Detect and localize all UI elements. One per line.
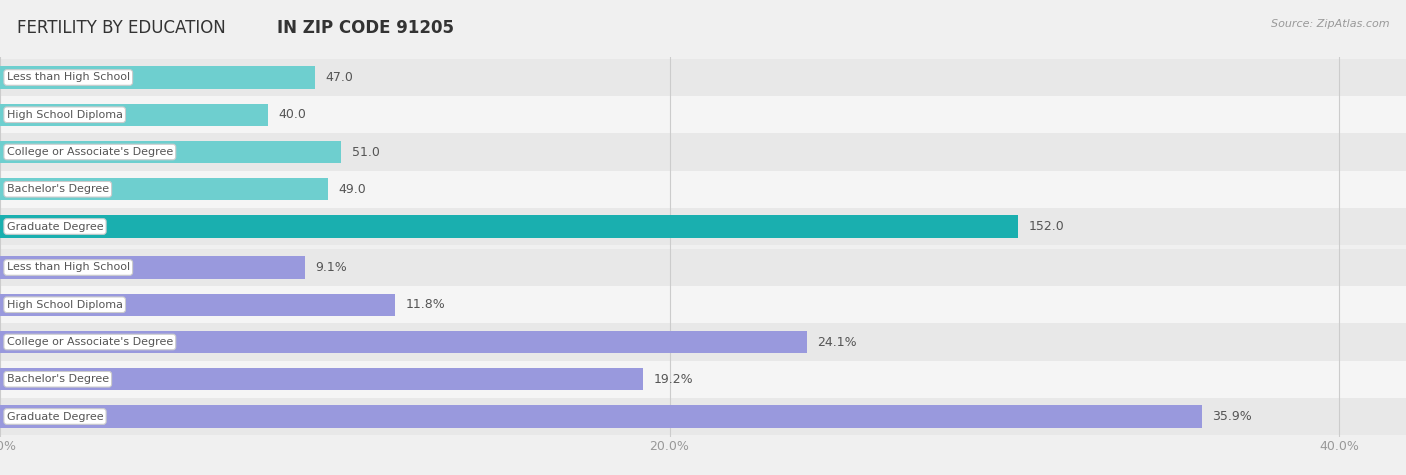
Bar: [0, 96, 1406, 133]
Text: 47.0: 47.0: [325, 71, 353, 84]
Bar: [0, 141, 342, 163]
Text: Bachelor's Degree: Bachelor's Degree: [7, 374, 108, 384]
Text: Less than High School: Less than High School: [7, 73, 129, 83]
Text: FERTILITY BY EDUCATION: FERTILITY BY EDUCATION: [17, 19, 231, 37]
Bar: [0, 178, 328, 200]
Bar: [0, 215, 1018, 238]
Text: Bachelor's Degree: Bachelor's Degree: [7, 184, 108, 194]
Bar: [0, 133, 1406, 171]
Bar: [0, 294, 395, 316]
Text: IN ZIP CODE 91205: IN ZIP CODE 91205: [277, 19, 454, 37]
Text: Graduate Degree: Graduate Degree: [7, 221, 103, 231]
Bar: [0, 66, 315, 89]
Bar: [0, 104, 267, 126]
Text: 40.0: 40.0: [278, 108, 307, 121]
Text: 24.1%: 24.1%: [817, 335, 858, 349]
Text: Less than High School: Less than High School: [7, 263, 129, 273]
Text: College or Associate's Degree: College or Associate's Degree: [7, 337, 173, 347]
Bar: [0, 361, 1406, 398]
Bar: [0, 405, 1202, 428]
Bar: [0, 368, 643, 390]
Bar: [0, 256, 305, 279]
Bar: [0, 398, 1406, 435]
Text: Source: ZipAtlas.com: Source: ZipAtlas.com: [1271, 19, 1389, 29]
Bar: [0, 59, 1406, 96]
Text: 49.0: 49.0: [339, 183, 367, 196]
Text: High School Diploma: High School Diploma: [7, 110, 122, 120]
Bar: [0, 323, 1406, 361]
Text: 19.2%: 19.2%: [654, 373, 693, 386]
Text: 35.9%: 35.9%: [1212, 410, 1253, 423]
Text: 9.1%: 9.1%: [315, 261, 347, 274]
Bar: [0, 286, 1406, 323]
Text: 51.0: 51.0: [352, 145, 380, 159]
Bar: [0, 249, 1406, 286]
Bar: [0, 171, 1406, 208]
Text: College or Associate's Degree: College or Associate's Degree: [7, 147, 173, 157]
Bar: [0, 208, 1406, 245]
Text: High School Diploma: High School Diploma: [7, 300, 122, 310]
Text: 152.0: 152.0: [1028, 220, 1064, 233]
Text: 11.8%: 11.8%: [406, 298, 446, 311]
Bar: [0, 331, 807, 353]
Text: Graduate Degree: Graduate Degree: [7, 411, 103, 421]
